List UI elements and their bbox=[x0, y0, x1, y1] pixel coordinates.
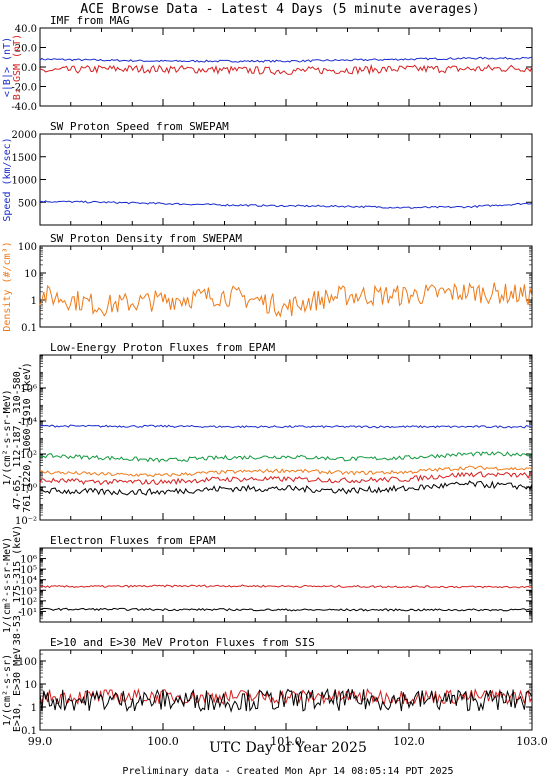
speed-frame bbox=[39, 133, 533, 226]
imf-ytick-label: -20.0 bbox=[11, 83, 37, 94]
imf-series-bz-gsm bbox=[39, 63, 533, 76]
x-tick-label: 99.0 bbox=[28, 735, 53, 748]
imf-ytick-label: 0.0 bbox=[21, 63, 37, 74]
density-title: SW Proton Density from SWEPAM bbox=[50, 232, 242, 245]
protons-series-761-1220 bbox=[39, 471, 533, 486]
footer-note: Preliminary data - Created Mon Apr 14 08… bbox=[122, 766, 453, 777]
sis-series-e-30 bbox=[39, 688, 533, 713]
imf-title: IMF from MAG bbox=[50, 14, 129, 27]
electrons-ytick-label: 10³ bbox=[20, 586, 37, 597]
electrons-ylabel: 1/(cm²-s-sr-MeV) bbox=[2, 537, 13, 633]
electrons-title: Electron Fluxes from EPAM bbox=[50, 534, 216, 547]
imf-ytick-label: 40.0 bbox=[15, 24, 37, 35]
protons-ytick-label: 10⁻² bbox=[15, 516, 37, 527]
sis-ytick-label: 0.1 bbox=[21, 726, 37, 737]
speed-ytick-label: 1500 bbox=[12, 153, 37, 164]
protons-ytick-label: 10² bbox=[20, 450, 37, 461]
density-ytick-label: 10 bbox=[24, 269, 37, 280]
sis-ylabel: 1/(cm²-s-sr) bbox=[2, 654, 13, 726]
protons-title: Low-Energy Proton Fluxes from EPAM bbox=[50, 341, 276, 354]
protons-ylabel: 761-1220, 1060-1910 (keV) bbox=[22, 362, 33, 513]
x-tick-label: 103.0 bbox=[516, 735, 548, 748]
imf-ylabel: <|B|> (nT) bbox=[2, 37, 13, 97]
protons-ylabel: 1/(cm²-s-sr-MeV) bbox=[2, 389, 13, 485]
electrons-ytick-label: 10⁶ bbox=[20, 555, 37, 566]
electrons-series-175-315 bbox=[39, 607, 533, 612]
chart-title: ACE Browse Data - Latest 4 Days (5 minut… bbox=[80, 2, 479, 17]
speed-ytick-label: 500 bbox=[18, 198, 37, 209]
electrons-series-38-53 bbox=[39, 584, 533, 589]
speed-ytick-label: 2000 bbox=[12, 130, 37, 141]
x-tick-label: 101.0 bbox=[270, 735, 302, 748]
electrons-ytick-label: 10² bbox=[20, 597, 37, 608]
electrons-ytick-label: 10¹ bbox=[20, 607, 37, 618]
sis-title: E>10 and E>30 MeV Proton Fluxes from SIS bbox=[50, 636, 315, 649]
protons-ytick-label: 10⁴ bbox=[20, 417, 37, 428]
sis-ytick-label: 100 bbox=[18, 657, 37, 668]
speed-series-speed bbox=[39, 200, 533, 209]
protons-frame bbox=[39, 354, 533, 521]
protons-ytick-label: 10⁰ bbox=[20, 483, 37, 494]
electrons-ylabel: 38-53, 175-315 (keV) bbox=[12, 525, 23, 645]
x-tick-label: 100.0 bbox=[147, 735, 179, 748]
protons-series-310-580 bbox=[40, 465, 533, 478]
density-ytick-label: 1 bbox=[31, 296, 37, 307]
sis-ytick-label: 10 bbox=[24, 680, 37, 691]
density-ytick-label: 100 bbox=[18, 242, 37, 253]
protons-series-47-65 bbox=[39, 424, 533, 429]
density-ylabel: Density (#/cm³) bbox=[2, 241, 13, 331]
imf-ytick-label: 20.0 bbox=[15, 44, 37, 55]
density-series-density bbox=[39, 282, 533, 318]
protons-series-1060-1910 bbox=[39, 480, 533, 496]
sis-ylabel: E>10, E>30 MeV bbox=[12, 648, 23, 732]
sis-ytick-label: 1 bbox=[31, 703, 37, 714]
speed-ytick-label: 1000 bbox=[12, 176, 37, 187]
electrons-ytick-label: 10⁴ bbox=[20, 576, 37, 587]
density-ytick-label: 0.1 bbox=[21, 323, 37, 334]
protons-ylabel: 47-65, 112-187, 310-580, bbox=[12, 365, 23, 510]
protons-ytick-label: 10⁶ bbox=[20, 384, 37, 395]
electrons-ytick-label: 10⁵ bbox=[20, 565, 37, 576]
density-frame bbox=[39, 245, 533, 328]
speed-title: SW Proton Speed from SWEPAM bbox=[50, 120, 229, 133]
imf-series--b- bbox=[39, 56, 533, 63]
speed-ylabel: Speed (km/sec) bbox=[2, 137, 13, 221]
x-tick-label: 102.0 bbox=[393, 735, 425, 748]
imf-ylabel: B₂ GSM (nT) bbox=[12, 34, 23, 100]
protons-series-112-187 bbox=[39, 451, 533, 463]
sis-series-e-10 bbox=[39, 687, 533, 706]
imf-ytick-label: -40.0 bbox=[11, 102, 37, 113]
x-axis-label: UTC Day of Year 2025 bbox=[209, 740, 367, 756]
